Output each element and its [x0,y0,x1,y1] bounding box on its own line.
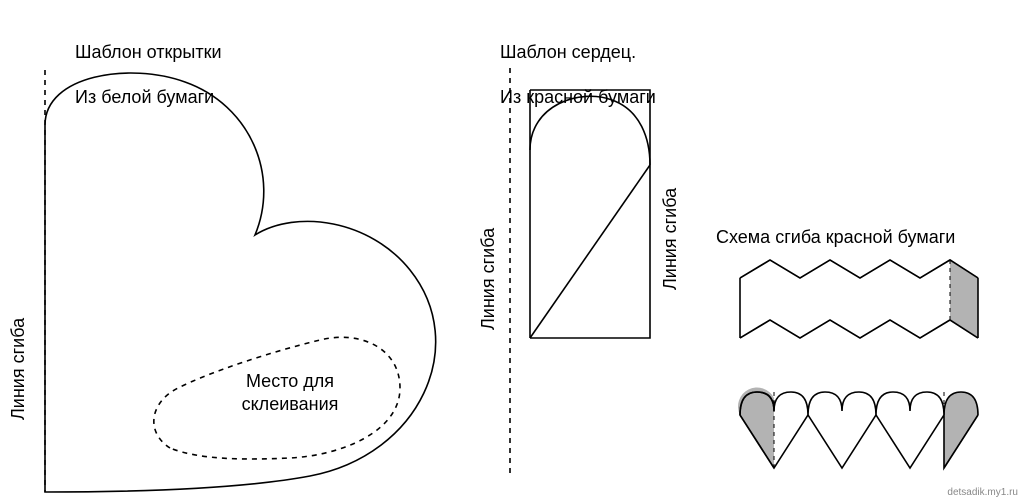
glue-area-outline [154,337,400,459]
diagram-canvas [0,0,1024,502]
heart-diagonal [530,165,650,338]
hearts-top-outline [740,392,978,415]
heart-arc [530,96,650,165]
heart-rect [530,90,650,338]
zigzag-shaded [950,260,978,338]
hearts-right-half-fill [944,392,978,468]
zigzag-bot2 [740,320,978,338]
hearts-bottom-outline [740,415,978,468]
zigzag-top2 [740,260,978,278]
